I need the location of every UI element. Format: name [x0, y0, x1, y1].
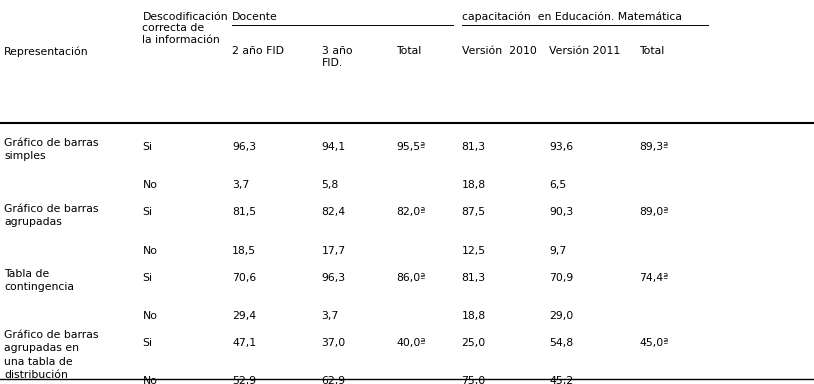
- Text: Versión 2011: Versión 2011: [549, 46, 621, 56]
- Text: 3,7: 3,7: [232, 180, 249, 190]
- Text: 52,9: 52,9: [232, 376, 256, 384]
- Text: 82,0ª: 82,0ª: [396, 207, 426, 217]
- Text: capacitación  en Educación. Matemática: capacitación en Educación. Matemática: [462, 12, 681, 22]
- Text: 29,0: 29,0: [549, 311, 574, 321]
- Text: No: No: [142, 180, 157, 190]
- Text: 74,4ª: 74,4ª: [639, 273, 668, 283]
- Text: 3,7: 3,7: [322, 311, 339, 321]
- Text: Si: Si: [142, 273, 152, 283]
- Text: Si: Si: [142, 338, 152, 348]
- Text: Si: Si: [142, 142, 152, 152]
- Text: 9,7: 9,7: [549, 246, 567, 256]
- Text: Tabla de
contingencia: Tabla de contingencia: [4, 269, 74, 292]
- Text: 18,8: 18,8: [462, 180, 486, 190]
- Text: 96,3: 96,3: [322, 273, 346, 283]
- Text: 40,0ª: 40,0ª: [396, 338, 426, 348]
- Text: Si: Si: [142, 207, 152, 217]
- Text: 3 año
FID.: 3 año FID.: [322, 46, 352, 68]
- Text: 86,0ª: 86,0ª: [396, 273, 426, 283]
- Text: Representación: Representación: [4, 46, 89, 56]
- Text: 87,5: 87,5: [462, 207, 486, 217]
- Text: 17,7: 17,7: [322, 246, 346, 256]
- Text: 45,2: 45,2: [549, 376, 574, 384]
- Text: 94,1: 94,1: [322, 142, 346, 152]
- Text: 89,3ª: 89,3ª: [639, 142, 668, 152]
- Text: No: No: [142, 311, 157, 321]
- Text: 6,5: 6,5: [549, 180, 567, 190]
- Text: Descodificación
correcta de
la información: Descodificación correcta de la informaci…: [142, 12, 228, 45]
- Text: Total: Total: [639, 46, 664, 56]
- Text: 25,0: 25,0: [462, 338, 486, 348]
- Text: 93,6: 93,6: [549, 142, 574, 152]
- Text: 81,5: 81,5: [232, 207, 256, 217]
- Text: 29,4: 29,4: [232, 311, 256, 321]
- Text: 70,6: 70,6: [232, 273, 256, 283]
- Text: 18,5: 18,5: [232, 246, 256, 256]
- Text: 54,8: 54,8: [549, 338, 574, 348]
- Text: 12,5: 12,5: [462, 246, 486, 256]
- Text: Total: Total: [396, 46, 422, 56]
- Text: Gráfico de barras
simples: Gráfico de barras simples: [4, 138, 98, 161]
- Text: 81,3: 81,3: [462, 142, 486, 152]
- Text: 96,3: 96,3: [232, 142, 256, 152]
- Text: 37,0: 37,0: [322, 338, 346, 348]
- Text: 81,3: 81,3: [462, 273, 486, 283]
- Text: Versión  2010: Versión 2010: [462, 46, 536, 56]
- Text: 95,5ª: 95,5ª: [396, 142, 426, 152]
- Text: Gráfico de barras
agrupadas en
una tabla de
distribución: Gráfico de barras agrupadas en una tabla…: [4, 330, 98, 380]
- Text: No: No: [142, 246, 157, 256]
- Text: No: No: [142, 376, 157, 384]
- Text: 62,9: 62,9: [322, 376, 346, 384]
- Text: 70,9: 70,9: [549, 273, 574, 283]
- Text: 75,0: 75,0: [462, 376, 486, 384]
- Text: 89,0ª: 89,0ª: [639, 207, 668, 217]
- Text: 45,0ª: 45,0ª: [639, 338, 668, 348]
- Text: 82,4: 82,4: [322, 207, 346, 217]
- Text: 5,8: 5,8: [322, 180, 339, 190]
- Text: 90,3: 90,3: [549, 207, 574, 217]
- Text: 2 año FID: 2 año FID: [232, 46, 284, 56]
- Text: 18,8: 18,8: [462, 311, 486, 321]
- Text: Gráfico de barras
agrupadas: Gráfico de barras agrupadas: [4, 204, 98, 227]
- Text: 47,1: 47,1: [232, 338, 256, 348]
- Text: Docente: Docente: [232, 12, 278, 22]
